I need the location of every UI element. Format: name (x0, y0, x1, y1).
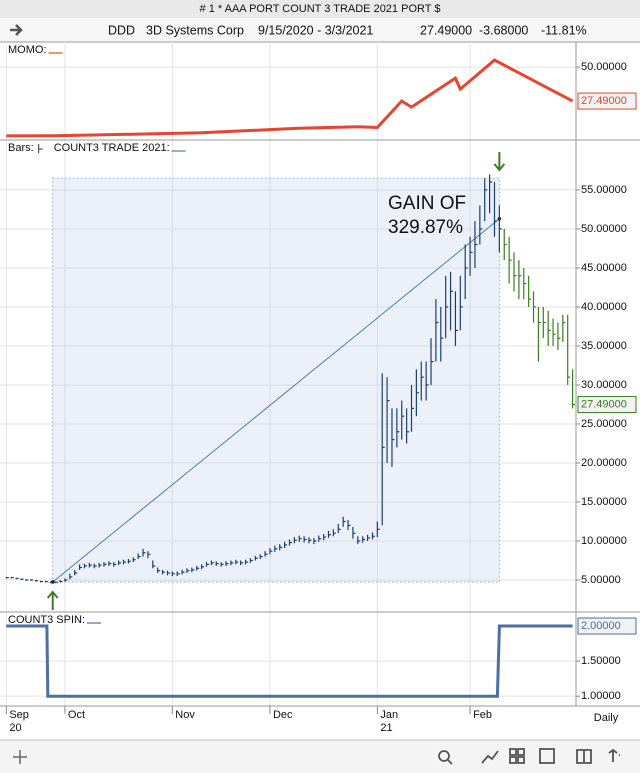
bars-icon (38, 144, 43, 153)
last-value-label: 27.49000 (581, 95, 627, 107)
gain-annotation: GAIN OF (388, 193, 466, 214)
line-series (6, 58, 574, 138)
y-tick-label: 50.00000 (581, 223, 627, 235)
window-title: # 1 * AAA PORT COUNT 3 TRADE 2021 PORT $ (200, 3, 441, 15)
bottom-toolbar (0, 740, 640, 773)
line-series (6, 624, 573, 698)
grid-button[interactable] (509, 748, 517, 756)
share-button[interactable] (608, 748, 620, 762)
period-label: Daily (594, 712, 619, 724)
entry-arrow (46, 590, 59, 610)
book-button[interactable] (576, 749, 592, 764)
y-tick-label: 1.50000 (581, 655, 621, 667)
y-tick-label: 15.00000 (581, 496, 627, 508)
grid-button-part (509, 756, 517, 764)
search-handle (447, 759, 453, 765)
last-value-label: 2.00000 (581, 620, 621, 632)
last-value-label: 27.49000 (581, 398, 627, 410)
grid-button-part (517, 748, 525, 756)
company-name: 3D Systems Corp (146, 23, 244, 37)
y-tick-label: 55.00000 (581, 184, 627, 196)
y-tick-label: 45.00000 (581, 262, 627, 274)
y-tick-label: 30.00000 (581, 379, 627, 391)
legend-label: MOMO: (8, 44, 47, 56)
add-button[interactable] (13, 750, 27, 764)
y-tick-label: 40.00000 (581, 301, 627, 313)
y-tick-label: 10.00000 (581, 535, 627, 547)
legend-label: COUNT3 SPIN: (8, 614, 85, 626)
x-tick-label: Feb (473, 709, 492, 721)
y-tick-label: 50.00000 (581, 61, 627, 73)
last-value-tag (577, 617, 637, 635)
title-bar (0, 0, 640, 18)
symbol: DDD (108, 23, 135, 37)
trade-line (52, 218, 500, 583)
change: -3.68000 (479, 23, 528, 37)
x-tick-label: Nov (175, 709, 195, 721)
trade-box (52, 177, 500, 583)
search-button[interactable] (438, 750, 450, 762)
go-arrow[interactable] (10, 24, 23, 36)
last-price: 27.49000 (420, 23, 472, 37)
y-tick-label: 35.00000 (581, 340, 627, 352)
x-tick-year: 20 (9, 722, 21, 734)
y-tick-label: 1.00000 (581, 690, 621, 702)
x-tick-year: 21 (380, 722, 392, 734)
toolbar (0, 18, 640, 42)
x-tick-label: Oct (68, 709, 85, 721)
change-pct: -11.81% (541, 23, 587, 37)
last-value-tag (577, 92, 637, 110)
y-tick-label: 5.00000 (581, 574, 621, 586)
legend-label: Bars: (8, 142, 34, 154)
exit-arrow (493, 152, 506, 172)
y-tick-label: 20.00000 (581, 457, 627, 469)
panel-button[interactable] (539, 748, 555, 764)
x-tick-label: Sep (9, 709, 29, 721)
grid-button-part (517, 756, 525, 764)
date-range: 9/15/2020 - 3/3/2021 (258, 23, 373, 37)
x-tick-label: Jan (380, 709, 398, 721)
gain-annotation: 329.87% (388, 217, 463, 238)
y-tick-label: 25.00000 (581, 418, 627, 430)
draw-button[interactable] (481, 750, 499, 764)
legend-label: COUNT3 TRADE 2021: (54, 142, 170, 154)
x-tick-label: Dec (273, 709, 293, 721)
last-value-tag (577, 396, 637, 414)
